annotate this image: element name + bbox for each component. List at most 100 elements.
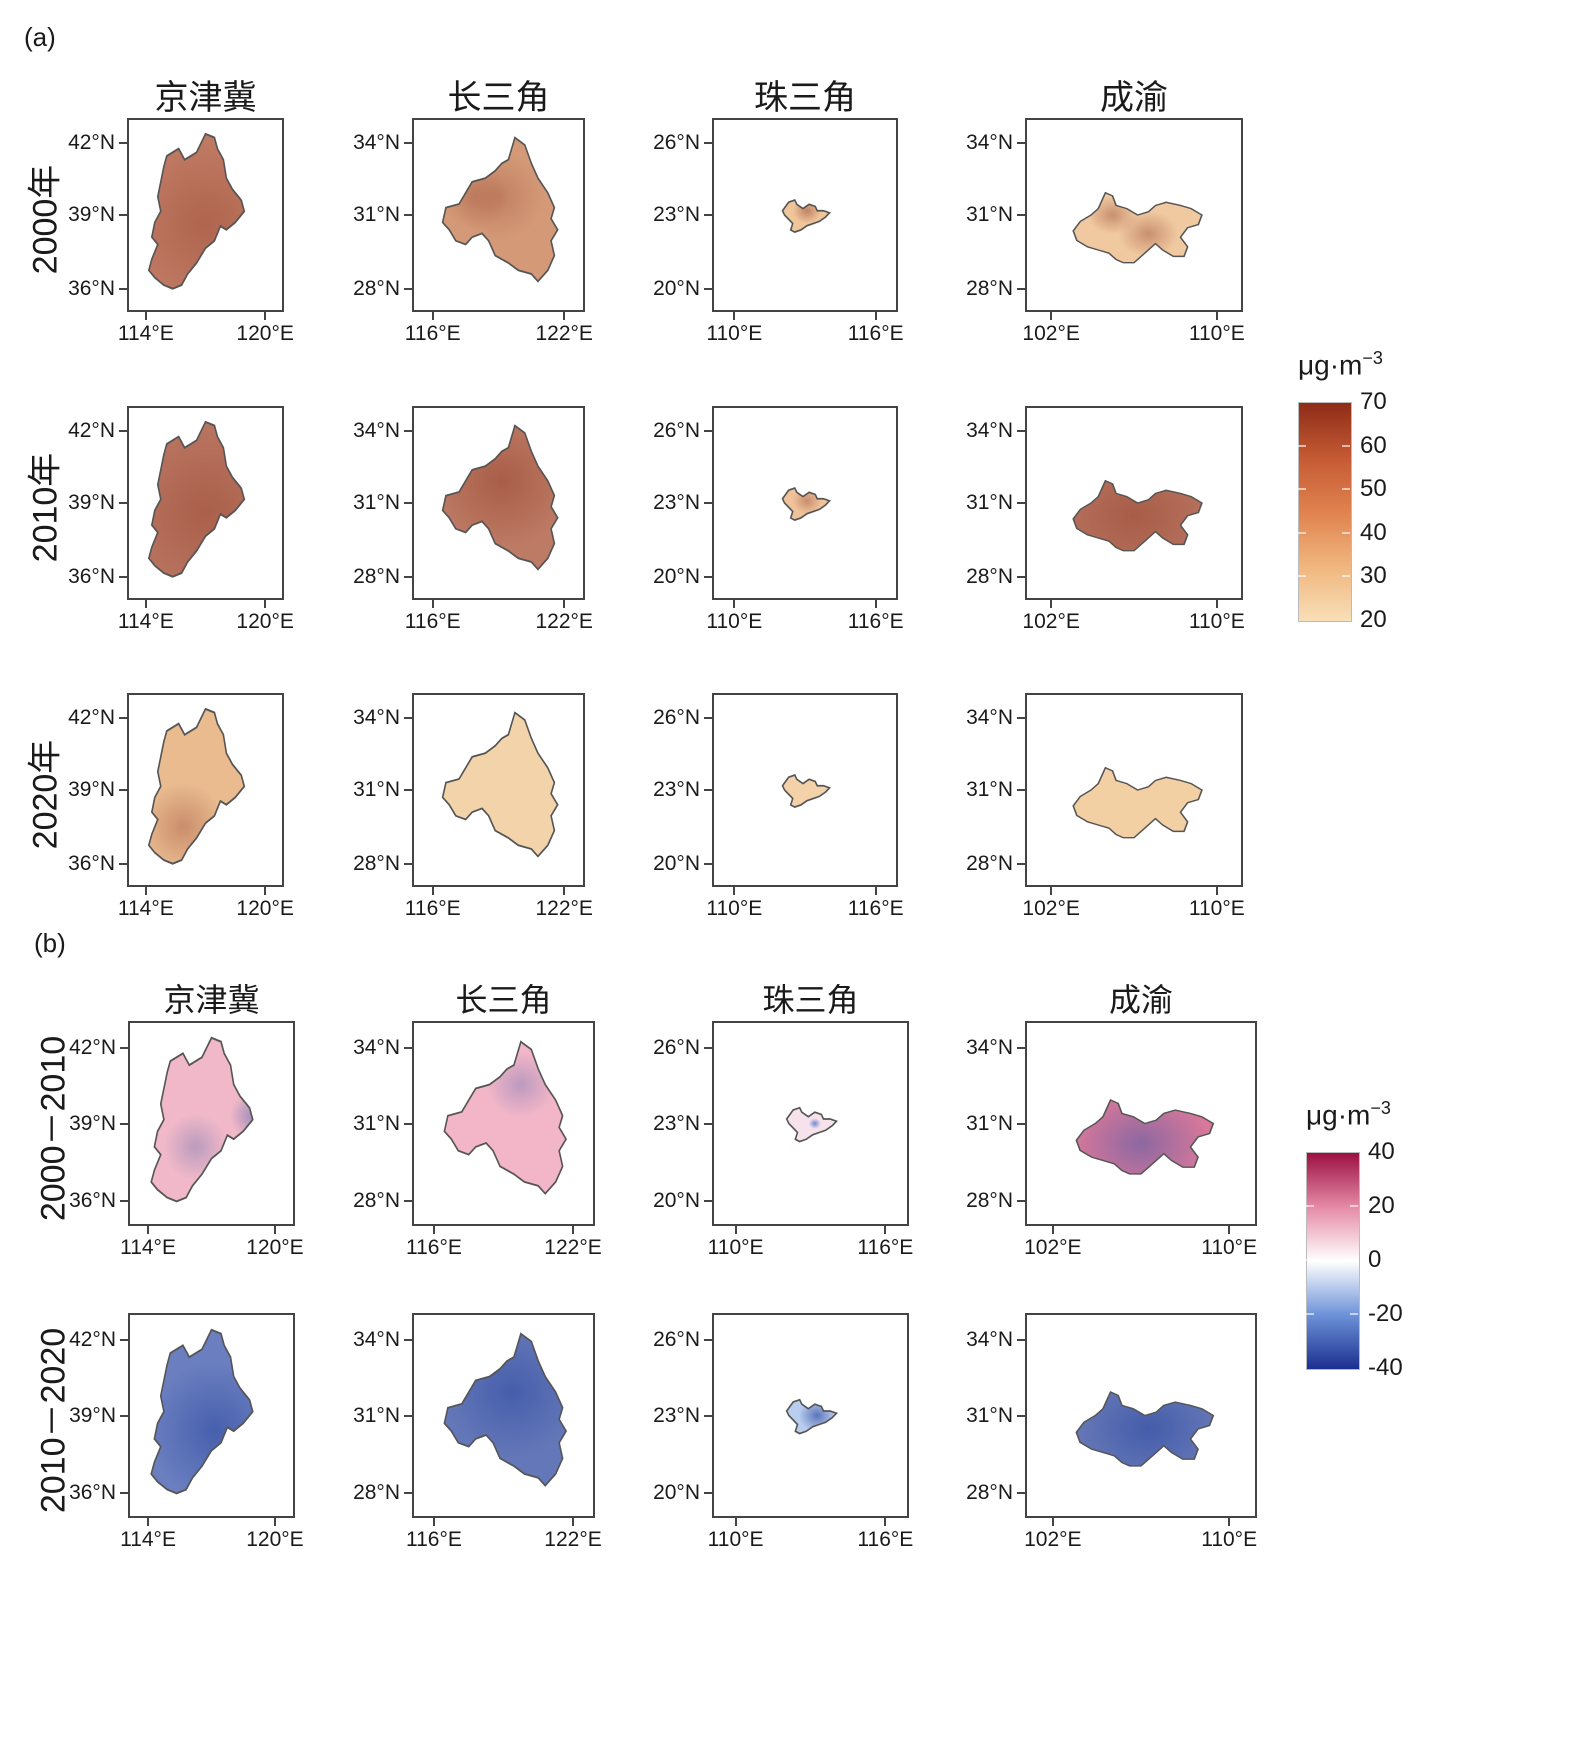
xtick-label-a: 110°E bbox=[706, 897, 763, 920]
ytick-mark bbox=[1017, 1200, 1025, 1203]
concentration-hotspot bbox=[230, 1092, 253, 1140]
xtick-mark bbox=[874, 312, 877, 320]
concentration-hotspot bbox=[442, 425, 558, 548]
xtick-mark bbox=[563, 887, 566, 895]
concentration-hotspot bbox=[808, 1118, 821, 1129]
ytick-label-a: 26°N bbox=[653, 131, 700, 155]
colorbar-a-tick-label: 70 bbox=[1360, 388, 1387, 415]
column-title-b-3: 成渝 bbox=[1108, 981, 1173, 1019]
ytick-label-a: 28°N bbox=[966, 851, 1013, 875]
region-boundary bbox=[781, 199, 832, 233]
region-map-svg bbox=[441, 711, 559, 858]
region-map-svg bbox=[443, 1332, 568, 1487]
region-boundary bbox=[441, 136, 559, 283]
xtick-mark bbox=[733, 312, 736, 320]
ytick-label-a: 26°N bbox=[653, 419, 700, 443]
ytick-mark bbox=[704, 1046, 712, 1049]
xtick-label-b: 116°E bbox=[406, 1236, 462, 1259]
xtick-mark bbox=[1215, 600, 1218, 608]
ytick-mark bbox=[404, 1414, 412, 1417]
xtick-mark bbox=[1051, 1518, 1054, 1526]
colorbar-a-tick-label: 50 bbox=[1360, 475, 1387, 503]
legend-title-a: μg·m−3 bbox=[1298, 348, 1383, 381]
ytick-label-b: 26°N bbox=[653, 1035, 700, 1059]
xtick-mark bbox=[572, 1226, 575, 1234]
region-map-svg bbox=[781, 774, 832, 808]
concentration-hotspot bbox=[164, 1114, 227, 1180]
xtick-mark bbox=[884, 1226, 887, 1234]
ytick-label-b: 42°N bbox=[69, 1327, 116, 1351]
concentration-hotspot bbox=[148, 135, 245, 289]
column-title-b-2: 珠三角 bbox=[762, 981, 859, 1019]
ytick-label-a: 36°N bbox=[68, 564, 115, 588]
ytick-mark bbox=[119, 214, 127, 216]
region-map-svg bbox=[147, 707, 246, 865]
xtick-mark bbox=[874, 600, 877, 608]
xtick-mark bbox=[1050, 312, 1053, 320]
ytick-label-a: 31°N bbox=[353, 778, 400, 801]
ytick-mark bbox=[704, 214, 712, 216]
legend-title-b: μg·m−3 bbox=[1306, 1098, 1391, 1131]
column-title-a-1: 长三角 bbox=[447, 78, 550, 118]
ytick-mark bbox=[404, 789, 412, 791]
ytick-label-a: 39°N bbox=[68, 491, 115, 514]
ytick-mark bbox=[404, 717, 412, 720]
ytick-mark bbox=[404, 575, 412, 578]
xtick-mark bbox=[147, 1226, 150, 1234]
ytick-mark bbox=[404, 142, 412, 145]
ytick-mark bbox=[1017, 214, 1025, 216]
xtick-label-a: 120°E bbox=[236, 322, 294, 345]
ytick-label-b: 28°N bbox=[966, 1189, 1013, 1213]
ytick-label-a: 39°N bbox=[68, 203, 115, 226]
xtick-mark bbox=[264, 312, 267, 320]
ytick-mark bbox=[119, 502, 127, 504]
ytick-label-b: 31°N bbox=[353, 1403, 400, 1427]
region-boundary bbox=[147, 420, 246, 578]
xtick-label-b: 110°E bbox=[707, 1236, 764, 1259]
xtick-label-b: 120°E bbox=[246, 1236, 304, 1259]
xtick-label-a: 116°E bbox=[847, 897, 904, 920]
ytick-label-a: 28°N bbox=[353, 564, 400, 588]
xtick-mark bbox=[431, 600, 434, 608]
xtick-label-a: 110°E bbox=[706, 610, 763, 633]
xtick-mark bbox=[144, 887, 147, 895]
column-title-b-1: 长三角 bbox=[455, 981, 552, 1019]
xtick-mark bbox=[273, 1226, 276, 1234]
xtick-mark bbox=[432, 1518, 435, 1526]
region-fill bbox=[444, 1041, 567, 1194]
ytick-mark bbox=[404, 1338, 412, 1341]
ytick-mark bbox=[120, 1492, 128, 1495]
ytick-label-a: 39°N bbox=[68, 778, 115, 801]
ytick-mark bbox=[704, 862, 712, 865]
ytick-label-a: 20°N bbox=[653, 276, 700, 300]
xtick-label-a: 116°E bbox=[847, 322, 904, 345]
ytick-label-a: 34°N bbox=[353, 131, 400, 155]
region-map-svg bbox=[1072, 766, 1203, 839]
concentration-hotspot bbox=[148, 423, 245, 577]
ytick-mark bbox=[404, 287, 412, 290]
part-label-b: (b) bbox=[34, 928, 66, 958]
xtick-mark bbox=[264, 887, 267, 895]
xtick-label-a: 110°E bbox=[1188, 322, 1245, 345]
concentration-hotspot bbox=[1073, 480, 1202, 551]
region-map-svg bbox=[150, 1328, 254, 1495]
ytick-label-a: 23°N bbox=[653, 203, 700, 226]
concentration-hotspot bbox=[1079, 1391, 1214, 1466]
ytick-mark bbox=[704, 287, 712, 290]
region-map-svg bbox=[1072, 479, 1203, 552]
region-boundary bbox=[441, 711, 559, 858]
ytick-label-b: 26°N bbox=[653, 1327, 700, 1351]
ytick-label-a: 34°N bbox=[966, 706, 1013, 730]
colorbar-a-tick bbox=[1298, 531, 1350, 534]
ytick-label-b: 20°N bbox=[653, 1481, 700, 1505]
xtick-label-b: 114°E bbox=[120, 1236, 176, 1259]
xtick-label-a: 110°E bbox=[1188, 897, 1245, 920]
xtick-label-a: 120°E bbox=[236, 610, 294, 633]
region-map-svg bbox=[150, 1036, 254, 1203]
ytick-mark bbox=[1017, 502, 1025, 504]
ytick-mark bbox=[704, 717, 712, 720]
xtick-mark bbox=[1215, 312, 1218, 320]
xtick-label-b: 110°E bbox=[1201, 1236, 1258, 1259]
xtick-mark bbox=[144, 312, 147, 320]
ytick-label-a: 34°N bbox=[353, 419, 400, 443]
